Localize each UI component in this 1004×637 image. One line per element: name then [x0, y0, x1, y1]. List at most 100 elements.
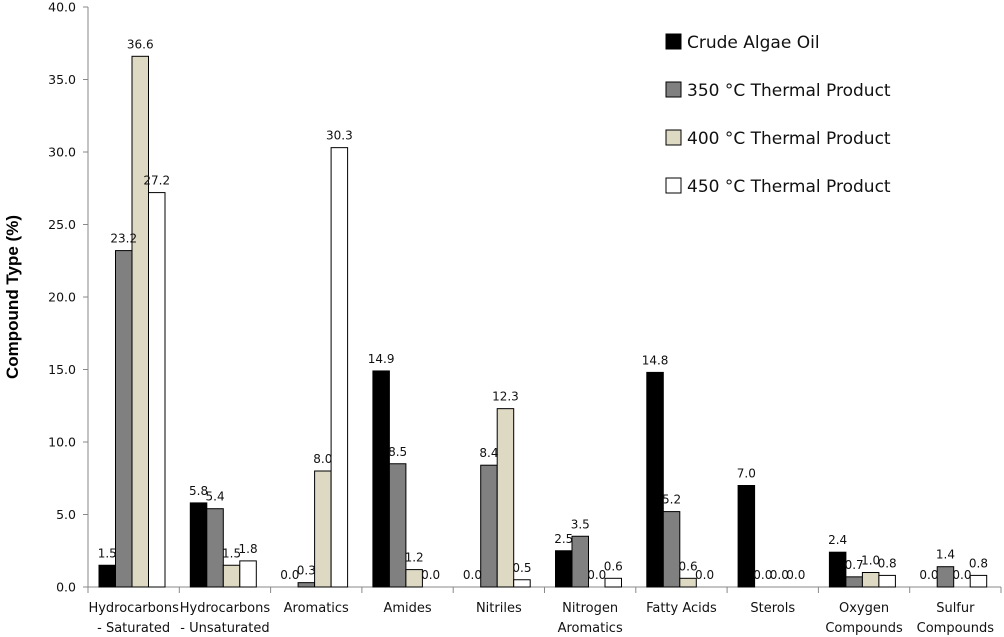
y-tick-label: 5.0 [56, 507, 76, 522]
bar [98, 564, 116, 588]
bar [513, 579, 531, 588]
bars [98, 55, 988, 588]
bar [737, 485, 756, 588]
data-label: 2.4 [828, 533, 847, 547]
data-label: 0.0 [786, 568, 805, 582]
bar [555, 550, 573, 588]
bar [480, 464, 498, 588]
category-label: Compounds [825, 621, 903, 636]
category-label: Hydrocarbons [180, 601, 271, 616]
data-label: 0.7 [845, 558, 864, 572]
y-tick-label: 20.0 [48, 290, 76, 305]
bar [131, 55, 149, 588]
bar [405, 569, 423, 588]
category-label: - Unsaturated [180, 621, 269, 636]
bar [222, 564, 241, 588]
category-label: Aromatics [558, 621, 623, 636]
legend-label: 350 °C Thermal Product [687, 81, 891, 101]
data-label: 5.2 [662, 493, 681, 507]
data-label: 5.8 [189, 484, 208, 498]
bar [646, 371, 664, 588]
category-label: Nitrogen [562, 601, 618, 616]
data-label: 5.4 [206, 490, 225, 504]
data-label: 14.9 [368, 352, 395, 366]
category-label: Sulfur [936, 601, 975, 616]
bar [239, 560, 257, 588]
data-label: 1.0 [861, 554, 880, 568]
legend: Crude Algae Oil 350 °C Thermal Product 400… [665, 33, 891, 197]
bar [297, 582, 316, 588]
bar [571, 535, 589, 588]
data-label: 1.5 [98, 546, 117, 560]
legend-label: 450 °C Thermal Product [687, 177, 891, 197]
y-tick-label: 15.0 [48, 362, 76, 377]
bar [845, 576, 863, 588]
legend-label: Crude Algae Oil [687, 33, 820, 53]
bar [878, 574, 896, 588]
data-label: 36.6 [127, 37, 154, 51]
bar [189, 502, 208, 588]
bar [314, 470, 332, 588]
data-label: 8.5 [388, 445, 407, 459]
bar [206, 508, 224, 588]
data-label: 0.0 [587, 568, 606, 582]
data-label: 0.6 [679, 559, 698, 573]
y-tick-label: 35.0 [48, 72, 76, 87]
category-label: Hydrocarbons [88, 601, 179, 616]
data-label: 2.5 [554, 532, 573, 546]
category-label: Aromatics [284, 601, 349, 616]
legend-swatch [665, 81, 682, 98]
y-tick-label: 40.0 [48, 0, 76, 15]
bar [115, 250, 133, 588]
legend-swatch [665, 33, 682, 50]
category-label: Fatty Acids [646, 601, 717, 616]
data-label: 1.8 [239, 542, 258, 556]
legend-label: 400 °C Thermal Product [687, 129, 891, 149]
category-label: Amides [383, 601, 431, 616]
bar [388, 463, 407, 588]
data-label: 1.2 [405, 551, 424, 565]
legend-swatch [665, 129, 682, 146]
bar [662, 511, 681, 588]
y-axis-title: Compound Type (%) [3, 215, 22, 379]
bar [861, 572, 880, 588]
bar [969, 574, 988, 588]
data-label: 30.3 [326, 129, 353, 143]
category-label: Oxygen [839, 601, 889, 616]
bar [936, 566, 955, 588]
bar [496, 408, 515, 588]
data-labels: 1.5 5.8 0.0 14.9 0.0 2.5 14.8 7.0 2.4 0.0 23.2 5.4 0… [98, 37, 988, 582]
data-label: 0.6 [604, 559, 623, 573]
data-label: 0.0 [770, 568, 789, 582]
data-label: 0.3 [297, 564, 316, 578]
bar [372, 370, 390, 588]
data-label: 0.0 [280, 568, 299, 582]
data-label: 0.5 [512, 561, 531, 575]
data-label: 12.3 [492, 390, 519, 404]
data-label: 23.2 [110, 232, 137, 246]
data-label: 8.4 [479, 446, 498, 460]
data-label: 0.0 [952, 568, 971, 582]
data-label: 0.0 [463, 568, 482, 582]
data-label: 3.5 [571, 517, 590, 531]
bar [679, 577, 697, 588]
y-tick-label: 25.0 [48, 217, 76, 232]
category-label: Sterols [750, 601, 795, 616]
data-label: 0.0 [919, 568, 938, 582]
bar [828, 551, 847, 588]
data-label: 0.8 [878, 556, 897, 570]
data-label: 0.8 [969, 556, 988, 570]
data-label: 1.4 [936, 548, 955, 562]
bar [148, 192, 166, 588]
category-label: Nitriles [476, 601, 522, 616]
data-label: 14.8 [642, 353, 669, 367]
y-tick-label: 10.0 [48, 435, 76, 450]
category-label: Compounds [917, 621, 995, 636]
data-label: 1.5 [222, 546, 241, 560]
data-label: 8.0 [313, 452, 332, 466]
data-label: 27.2 [143, 174, 170, 188]
data-label: 0.0 [695, 568, 714, 582]
